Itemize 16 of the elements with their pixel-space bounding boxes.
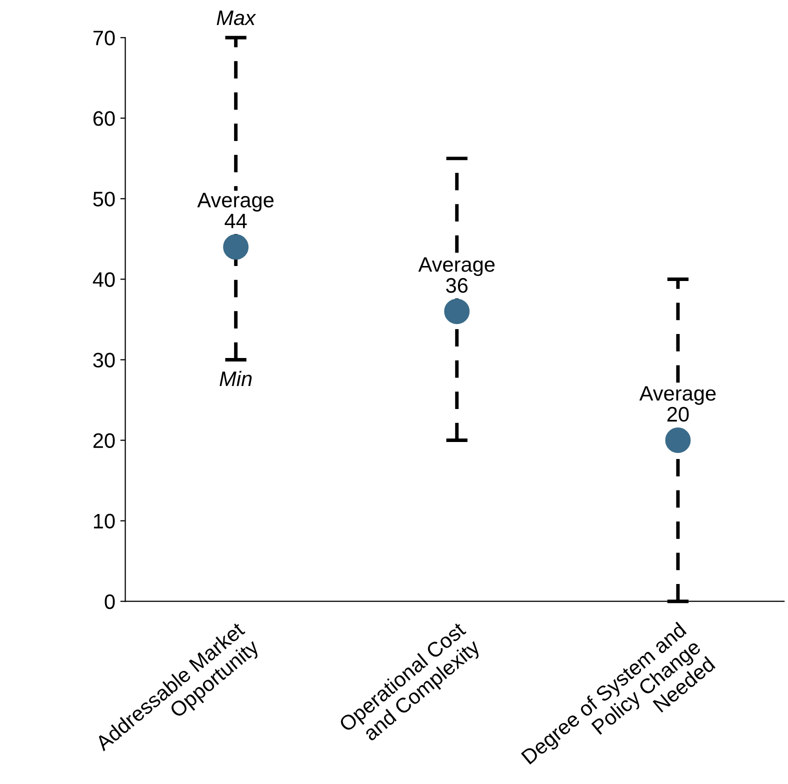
y-tick-label: 40 [92,272,115,287]
point [665,428,691,453]
point [444,298,470,324]
y-tick-label: 50 [93,192,115,206]
data-label: Average 20 [639,386,716,422]
y-tick-label: 30 [93,352,115,368]
y-tick-label: 70 [93,30,115,46]
y-tick-label: 10 [94,514,115,529]
text: Max [216,10,256,26]
y-tick-label: 20 [93,433,115,448]
y-tick-label: 0 [104,594,115,610]
point [223,234,249,260]
data-label: Average 36 [418,257,495,293]
y-tick-label: 60 [93,111,115,126]
data-label: Average 44 [197,192,274,228]
annotation: Min [220,370,252,386]
